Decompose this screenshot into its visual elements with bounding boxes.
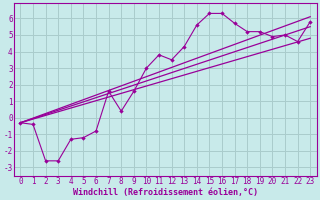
Point <box>245 30 250 33</box>
Point <box>68 138 73 141</box>
Point <box>131 90 136 93</box>
X-axis label: Windchill (Refroidissement éolien,°C): Windchill (Refroidissement éolien,°C) <box>73 188 258 197</box>
Point <box>18 121 23 124</box>
Point <box>93 129 99 133</box>
Point <box>308 20 313 23</box>
Point <box>156 53 162 56</box>
Point <box>43 159 48 162</box>
Point <box>81 136 86 139</box>
Point <box>270 35 275 38</box>
Point <box>169 58 174 61</box>
Point <box>220 12 225 15</box>
Point <box>283 33 288 37</box>
Point <box>295 40 300 43</box>
Point <box>56 159 61 162</box>
Point <box>119 110 124 113</box>
Point <box>106 90 111 93</box>
Point <box>144 66 149 70</box>
Point <box>194 23 199 27</box>
Point <box>232 22 237 25</box>
Point <box>182 45 187 48</box>
Point <box>207 12 212 15</box>
Point <box>257 30 262 33</box>
Point <box>30 123 36 126</box>
